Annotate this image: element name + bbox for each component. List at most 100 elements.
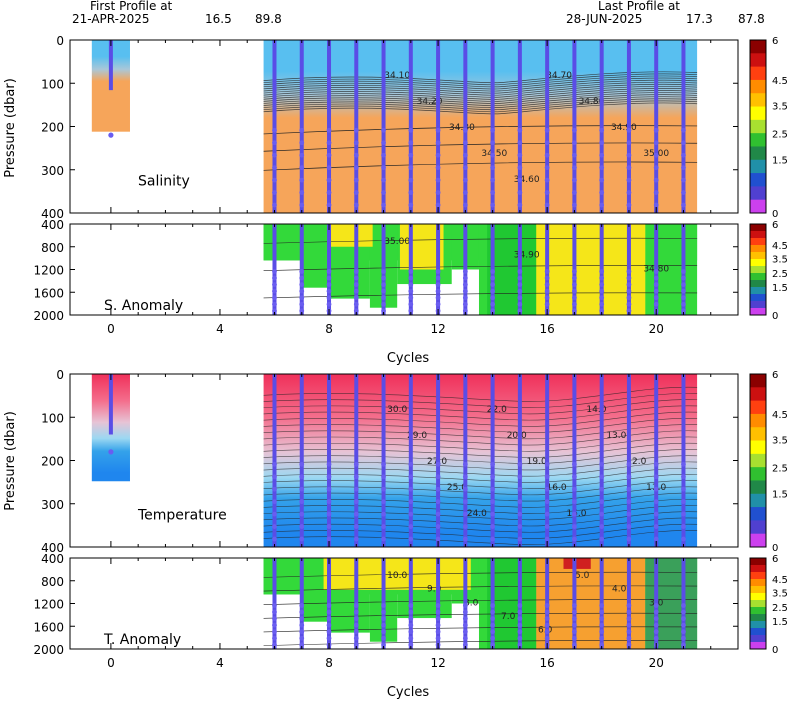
profile-dot: [272, 622, 277, 628]
profile-dot: [435, 177, 441, 183]
profile-dot: [353, 635, 359, 641]
profile-dot: [572, 635, 577, 641]
colorbar-swatch: [750, 301, 766, 309]
last-profile-date: 28-JUN-2025: [566, 12, 642, 26]
profile-dot: [599, 288, 605, 294]
profile-dot: [326, 275, 332, 281]
profile-dot: [517, 152, 523, 158]
profile-dot: [517, 603, 523, 608]
profile-dot: [653, 486, 659, 492]
colorbar-frame: [749, 557, 767, 650]
profile-dot: [462, 499, 468, 505]
colorbar-swatch: [750, 186, 766, 201]
anomaly-fill: [301, 224, 330, 288]
profile-dot: [681, 629, 686, 635]
plot-area: 34.1034.2034.3034.5034.6034.7034.8034.90…: [91, 40, 698, 213]
anomaly-fill: [645, 558, 698, 649]
colorbar-swatch: [750, 294, 766, 302]
profile-dot: [626, 609, 632, 615]
profile-dot: [435, 486, 441, 492]
ytick-label: 1600: [33, 620, 64, 634]
colorbar-swatch: [750, 565, 766, 573]
colorbar-swatch: [750, 146, 766, 161]
profile-dot: [435, 165, 441, 171]
colorbar-tick: 4.5: [772, 575, 788, 586]
contour-line: [263, 571, 698, 578]
profile-dot: [626, 282, 632, 288]
profile-dot: [626, 308, 632, 314]
profile-dot: [381, 288, 386, 294]
xtick-label: 4: [216, 656, 224, 670]
colorbar-swatch: [750, 642, 766, 650]
profile-dot: [626, 190, 632, 195]
profile-dot: [408, 629, 414, 635]
profile-dot: [408, 202, 414, 208]
profile-dot: [353, 282, 359, 288]
panel-label: S. Anomaly: [104, 298, 183, 314]
profile-dot: [681, 127, 686, 133]
profile-dot: [626, 603, 632, 608]
contour-line: [263, 125, 698, 135]
profile-dot: [626, 486, 632, 492]
contour-label: 9.0: [427, 585, 442, 595]
profile-dot: [272, 152, 277, 158]
profile-dot: [435, 609, 441, 615]
profile-dot: [681, 474, 686, 480]
profile-dot: [462, 616, 468, 622]
profile-dot: [381, 524, 386, 529]
profile-dot: [272, 642, 277, 648]
contour-line: [263, 530, 698, 545]
profile-dot: [626, 275, 632, 281]
profile-dot: [599, 140, 605, 146]
profile-dot: [353, 616, 359, 622]
colorbar-swatch: [750, 635, 766, 643]
profile-dot: [544, 499, 550, 505]
profile-dot: [435, 622, 441, 628]
anomaly-fill: [263, 224, 302, 261]
colorbar-swatch: [750, 173, 766, 187]
profile-dot: [626, 511, 632, 517]
colorbar-swatch: [750, 520, 766, 535]
profile-dot: [599, 499, 605, 505]
profile-dot: [435, 499, 441, 505]
profile-dot: [408, 275, 414, 281]
profile-dot: [599, 202, 605, 208]
contour-line: [263, 386, 698, 402]
profile-dot: [626, 165, 632, 171]
profile-dot: [462, 524, 468, 529]
colorbar-swatch: [750, 387, 766, 402]
profile-dot: [408, 511, 414, 517]
profile-dot: [299, 536, 305, 542]
profile-dot: [408, 609, 414, 615]
contour-line: [263, 585, 698, 592]
profile-dot: [381, 275, 386, 281]
profile-dot: [626, 536, 632, 542]
profile-dot: [435, 536, 441, 542]
profile-dot: [653, 295, 659, 301]
profile-dot: [681, 190, 686, 195]
profile-dot: [326, 536, 332, 542]
profile-dot: [544, 190, 550, 195]
temperature-anomaly-panel: 10.09.08.07.06.05.04.03.0400800120016002…: [33, 552, 739, 670]
contour-line: [263, 442, 698, 458]
profile-dot: [408, 295, 414, 301]
profile-dot: [517, 269, 523, 274]
profile-dot: [572, 609, 577, 615]
profile-dot: [381, 127, 386, 133]
colorbar: 6 4.5 3.5 2.5 1.5 0: [749, 554, 788, 656]
profile-dot: [572, 177, 577, 183]
profile-dot: [272, 202, 277, 208]
profile-dot: [490, 536, 496, 542]
profile-dot: [517, 295, 523, 301]
profile-dot: [653, 165, 659, 171]
contour-line: [263, 83, 698, 96]
profile-dot: [381, 282, 386, 288]
profile-dot: [299, 295, 305, 301]
profile-dot: [599, 486, 605, 492]
ytick-label: 400: [41, 541, 64, 555]
profile-dot: [326, 511, 332, 517]
profile-dot: [517, 190, 523, 195]
profile-dot: [272, 269, 277, 274]
profile-dot: [326, 202, 332, 208]
contour-line: [263, 436, 698, 452]
